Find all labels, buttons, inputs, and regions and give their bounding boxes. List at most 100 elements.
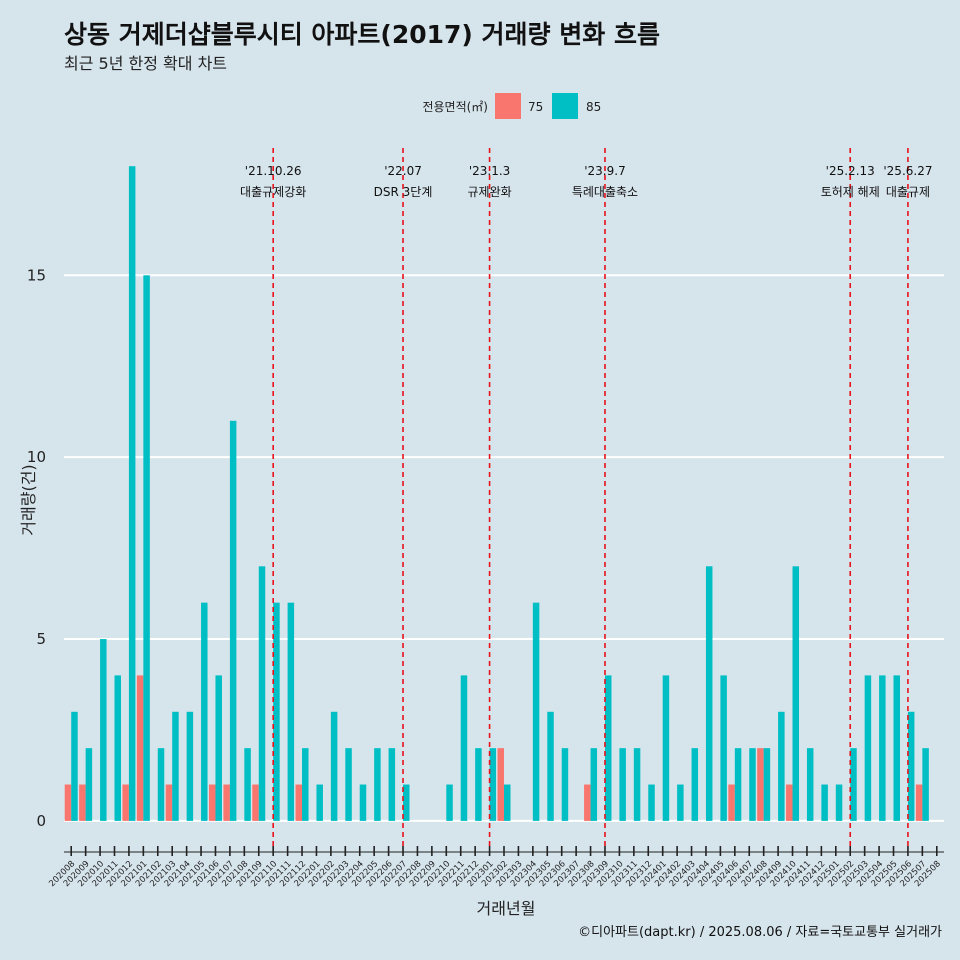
bar-85-202502 [850, 748, 857, 821]
bar-85-202404 [705, 566, 713, 821]
caption: ©디아파트(dapt.kr) / 2025.08.06 / 자료=국토교통부 실… [578, 925, 942, 940]
bar-85-202204 [359, 784, 367, 821]
event-date: '25.6.27 [883, 164, 932, 178]
x-axis-title: 거래년월 [477, 899, 536, 918]
bar-85-202305 [547, 711, 554, 821]
bar-85-202407 [749, 748, 756, 821]
bar-85-202411 [806, 748, 814, 821]
y-tick-label: 0 [36, 812, 46, 830]
bar-75-202103 [165, 784, 173, 821]
bar-85-202306 [561, 748, 569, 821]
bar-85-202308 [590, 748, 598, 821]
bar-85-202503 [864, 675, 872, 821]
bar-85-202205 [374, 748, 381, 821]
bar-85-202210 [446, 784, 453, 821]
bar-75-202107 [223, 784, 230, 821]
bar-85-202106 [215, 675, 222, 821]
bar-75-202101 [136, 675, 144, 821]
x-axis: 2020082020092020102020112020122021012021… [47, 846, 944, 889]
bar-85-202107 [229, 420, 237, 821]
bar-85-202506 [907, 711, 915, 821]
bar-85-202010 [100, 639, 107, 821]
bar-85-202104 [186, 711, 194, 821]
bar-85-202111 [287, 602, 295, 821]
bar-85-202302 [504, 784, 511, 821]
bar-75-202308 [584, 784, 591, 821]
bar-75-202410 [786, 784, 793, 821]
bar-85-202201 [316, 784, 323, 821]
bar-85-202202 [330, 711, 338, 821]
event-label: 토허제 해제 [821, 185, 880, 199]
bar-85-202403 [691, 748, 699, 821]
bar-75-202008 [64, 784, 72, 821]
legend-title: 전용면적(㎡) [422, 100, 488, 114]
event-date: '23.1.3 [469, 164, 510, 178]
bar-85-202412 [821, 784, 828, 821]
bar-75-202009 [79, 784, 86, 821]
bar-85-202009 [85, 748, 93, 821]
bar-85-202211 [460, 675, 468, 821]
event-date: '25.2.13 [826, 164, 875, 178]
bar-85-202101 [143, 275, 150, 821]
bar-85-202105 [201, 602, 208, 821]
grid [64, 274, 944, 822]
event-date: '21.10.26 [245, 164, 302, 178]
bars [64, 166, 929, 821]
y-axis: 0 5 10 15 [27, 266, 46, 830]
bar-75-202109 [252, 784, 259, 821]
event-label: 규제완화 [467, 185, 511, 199]
bar-85-202207 [403, 784, 410, 821]
event-date: '23.9.7 [584, 164, 625, 178]
bar-75-202112 [295, 784, 303, 821]
bar-75-202106 [208, 784, 216, 821]
bar-85-202406 [734, 748, 742, 821]
y-axis-title: 거래량(건) [19, 464, 38, 535]
legend-label-85: 85 [586, 100, 601, 114]
bar-85-202011 [114, 675, 121, 821]
bar-85-202312 [648, 784, 655, 821]
bar-85-202504 [879, 675, 886, 821]
bar-75-202406 [728, 784, 735, 821]
y-tick-label: 10 [27, 448, 46, 466]
event-label: 대출규제강화 [240, 185, 306, 199]
bar-75-202012 [122, 784, 129, 821]
bar-85-202410 [792, 566, 800, 821]
bar-85-202203 [345, 748, 352, 821]
bar-85-202402 [677, 784, 684, 821]
event-label: 대출규제 [886, 185, 930, 199]
event-label: DSR 3단계 [374, 185, 433, 199]
bar-85-202408 [763, 748, 771, 821]
bar-85-202505 [893, 675, 900, 821]
bar-85-202108 [244, 748, 251, 821]
bar-85-202409 [778, 711, 785, 821]
bar-85-202405 [720, 675, 727, 821]
legend-key-75 [495, 93, 521, 119]
legend-key-85 [552, 93, 578, 119]
bar-85-202301 [489, 748, 497, 821]
bar-85-202311 [633, 748, 641, 821]
event-lines: '21.10.26 대출규제강화 '22.07 DSR 3단계 '23.1.3 규제완화 '… [240, 148, 932, 850]
bar-85-202102 [157, 748, 165, 821]
chart-title: 상동 거제더샵블루시티 아파트(2017) 거래량 변화 흐름 [64, 20, 660, 49]
bar-85-202012 [128, 166, 136, 821]
bar-85-202110 [273, 602, 280, 821]
bar-85-202304 [532, 602, 540, 821]
bar-85-202109 [258, 566, 266, 821]
bar-85-202507 [922, 748, 929, 821]
bar-75-202507 [915, 784, 923, 821]
bar-85-202309 [604, 675, 612, 821]
y-tick-label: 5 [36, 630, 46, 648]
bar-85-202401 [662, 675, 670, 821]
bar-85-202103 [172, 711, 179, 821]
event-label: 특례대출축소 [572, 185, 638, 199]
chart-subtitle: 최근 5년 한정 확대 차트 [64, 54, 227, 73]
legend: 전용면적(㎡) 75 85 [422, 93, 601, 119]
bar-75-202408 [757, 748, 764, 821]
event-date: '22.07 [384, 164, 422, 178]
bar-85-202212 [475, 748, 482, 821]
bar-85-202008 [71, 711, 78, 821]
bar-75-202302 [497, 748, 504, 821]
bar-85-202501 [835, 784, 843, 821]
bar-85-202112 [302, 748, 309, 821]
